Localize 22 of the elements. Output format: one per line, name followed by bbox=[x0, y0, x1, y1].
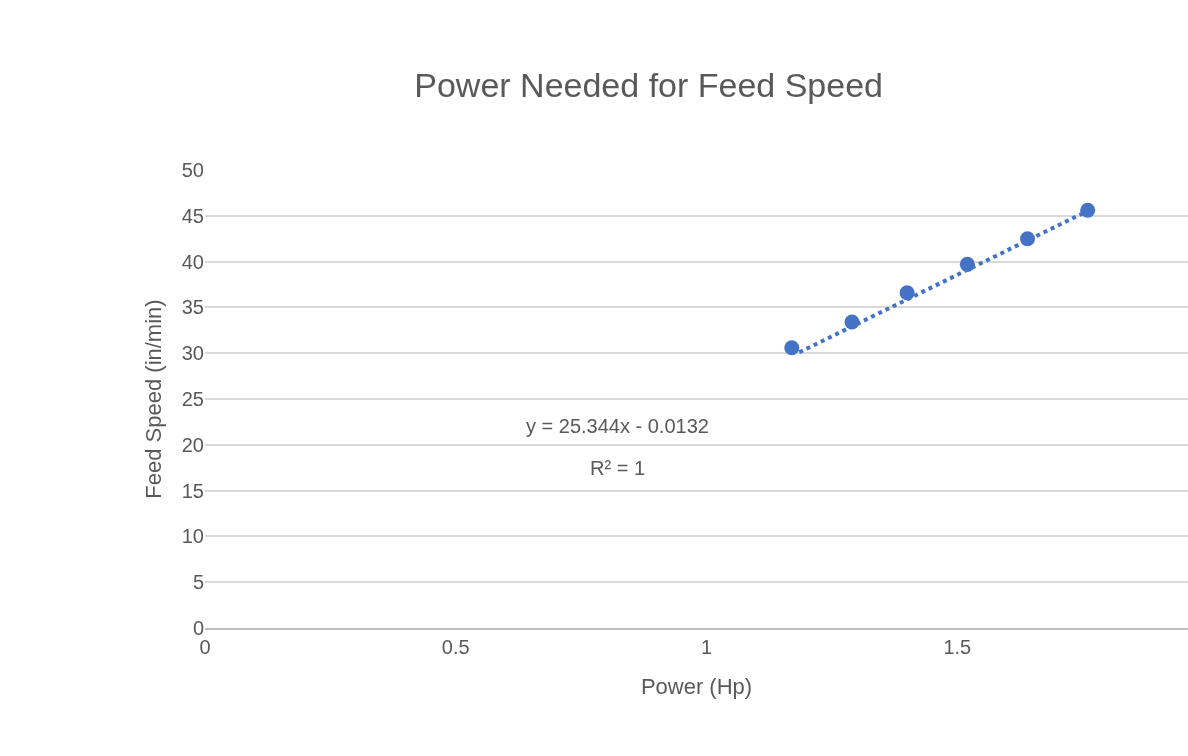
x-tick-label: 1.5 bbox=[943, 635, 972, 658]
y-tick-label: 50 bbox=[181, 159, 204, 181]
y-tick-label: 10 bbox=[181, 525, 204, 548]
y-tick-label: 45 bbox=[181, 204, 204, 227]
y-axis-title: Feed Speed (in/min) bbox=[140, 299, 166, 499]
y-tick-label: 5 bbox=[192, 571, 204, 594]
y-tick-label: 20 bbox=[181, 433, 204, 456]
y-tick-label: 15 bbox=[181, 479, 204, 502]
x-tick-label: 1 bbox=[700, 635, 713, 658]
y-tick-label: 0 bbox=[192, 617, 204, 639]
y-tick-label: 35 bbox=[181, 296, 204, 319]
y-tick-label: 40 bbox=[181, 250, 204, 273]
x-axis-title: Power (Hp) bbox=[640, 674, 753, 700]
annotation: y = 25.344x - 0.0132 bbox=[526, 415, 709, 437]
y-tick-label: 25 bbox=[181, 388, 204, 410]
x-tick-label: 0.5 bbox=[441, 635, 470, 658]
point bbox=[1080, 202, 1096, 218]
chart-title: Power Needed for Feed Speed bbox=[414, 66, 884, 105]
y-tick-label: 30 bbox=[181, 342, 204, 365]
point bbox=[784, 340, 800, 356]
annotation: R² = 1 bbox=[590, 457, 646, 479]
point bbox=[899, 285, 915, 301]
